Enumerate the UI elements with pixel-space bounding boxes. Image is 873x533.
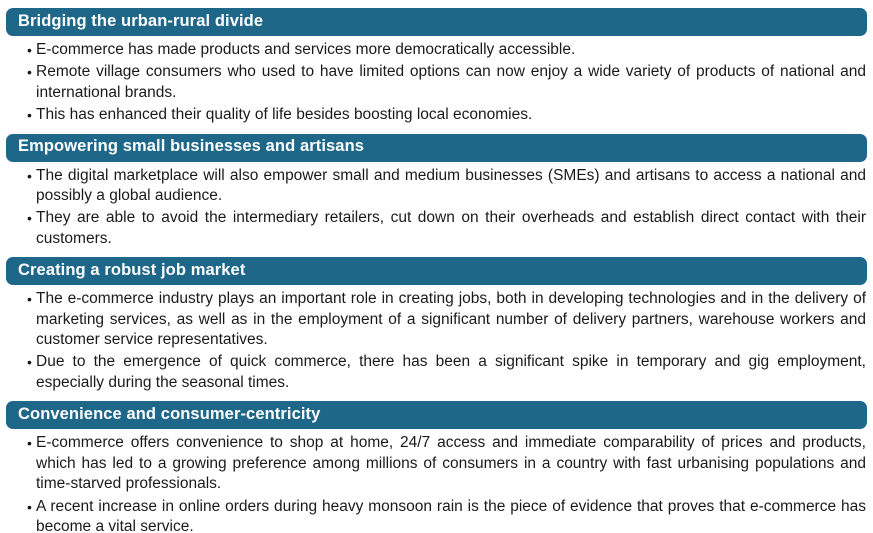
bullet-list: The digital marketplace will also empowe… [0,166,873,250]
bullet-item: This has enhanced their quality of life … [27,105,866,126]
section-title: Bridging the urban-rural divide [18,11,264,30]
section-header-bar: Creating a robust job market [6,257,867,286]
section-robust-job-market: Creating a robust job market The e-comme… [0,257,873,393]
section-bridging-urban-rural-divide: Bridging the urban-rural divide E-commer… [0,8,873,126]
bullet-item: E-commerce offers convenience to shop at… [27,433,866,494]
bullet-item: The digital marketplace will also empowe… [27,166,866,207]
section-title: Creating a robust job market [18,261,246,279]
bullet-list: The e-commerce industry plays an importa… [0,289,873,393]
bullet-item: E-commerce has made products and service… [27,40,866,61]
section-header-bar: Empowering small businesses and artisans [6,133,867,162]
bullet-item: They are able to avoid the intermediary … [27,208,866,249]
bullet-item: The e-commerce industry plays an importa… [27,289,866,350]
bullet-list: E-commerce offers convenience to shop at… [0,433,873,533]
section-title: Empowering small businesses and artisans [18,137,365,156]
bullet-item: Remote village consumers who used to hav… [27,62,866,103]
bullet-item: A recent increase in online orders durin… [27,497,866,533]
section-header-bar: Bridging the urban-rural divide [6,8,867,36]
bullet-list: E-commerce has made products and service… [0,40,873,126]
section-empowering-small-businesses: Empowering small businesses and artisans… [0,133,873,250]
section-convenience-consumer-centricity: Convenience and consumer-centricity E-co… [0,401,873,533]
bullet-item: Due to the emergence of quick commerce, … [27,352,866,393]
section-title: Convenience and consumer-centricity [18,405,321,424]
section-header-bar: Convenience and consumer-centricity [6,401,867,430]
